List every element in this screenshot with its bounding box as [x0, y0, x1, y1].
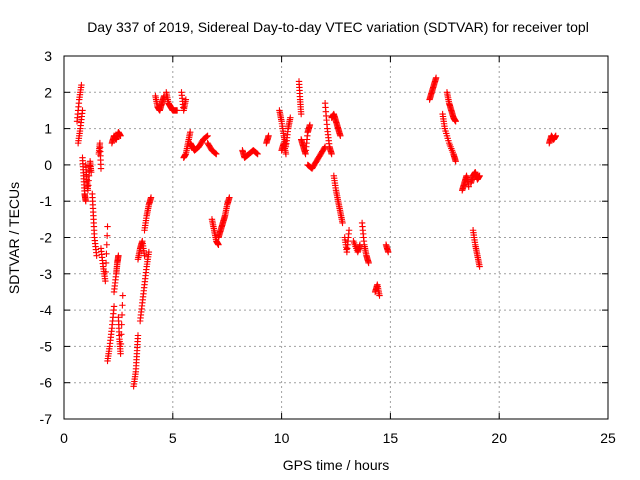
y-tick-label: 3	[44, 48, 52, 64]
data-point-marker	[297, 110, 305, 118]
data-point-marker	[118, 331, 125, 338]
data-point-marker	[376, 292, 383, 299]
x-tick-label: 25	[600, 430, 616, 446]
data-point-marker	[465, 183, 472, 190]
data-point-marker	[204, 132, 211, 140]
data-point-marker	[173, 107, 181, 114]
data-point-marker	[321, 144, 328, 152]
y-axis-label: SDTVAR / TECUs	[6, 182, 22, 294]
data-point-marker	[254, 150, 261, 158]
y-tick-label: -7	[40, 411, 53, 427]
data-point-marker	[119, 302, 126, 309]
data-point-marker	[102, 259, 110, 267]
data-point-marker	[102, 268, 109, 276]
data-point-marker	[110, 303, 118, 310]
y-tick-label: -6	[40, 375, 53, 391]
data-point-marker	[339, 219, 346, 227]
data-point-marker	[385, 248, 392, 256]
x-tick-label: 10	[274, 430, 290, 446]
data-point-marker	[328, 150, 335, 158]
y-tick-label: -4	[40, 302, 53, 318]
y-axis-ticks: -7 -6 -5 -4 -3 -2 -1 0 1 2 3	[40, 48, 608, 427]
data-point-marker	[182, 96, 190, 103]
data-point-marker	[265, 132, 272, 140]
data-point-marker	[287, 114, 294, 121]
data-point-marker	[187, 129, 194, 136]
data-point-marker	[306, 121, 314, 129]
x-tick-label: 5	[169, 430, 177, 446]
data-point-marker	[213, 150, 220, 158]
data-point-marker	[202, 133, 210, 141]
data-point-marker	[211, 149, 219, 156]
data-point-marker	[452, 158, 459, 165]
x-axis-ticks: 0 5 10 15 20 25	[60, 56, 616, 446]
x-tick-label: 20	[491, 430, 507, 446]
data-point-marker	[79, 107, 86, 114]
y-tick-label: 2	[44, 84, 52, 100]
x-axis-label: GPS time / hours	[283, 457, 390, 473]
data-point-marker	[119, 292, 126, 299]
y-tick-label: -1	[40, 193, 53, 209]
data-point-marker	[203, 133, 211, 140]
data-point-marker	[118, 311, 126, 319]
data-point-marker	[215, 241, 222, 248]
data-point-marker	[97, 165, 105, 172]
data-points	[73, 74, 559, 390]
x-tick-label: 15	[383, 430, 399, 446]
data-point-marker	[88, 168, 95, 176]
y-tick-label: -3	[40, 266, 53, 282]
x-tick-label: 0	[60, 430, 68, 446]
data-point-marker	[345, 227, 353, 234]
data-point-marker	[145, 248, 153, 256]
chart-title: Day 337 of 2019, Sidereal Day-to-day VTE…	[87, 19, 589, 35]
data-point-marker	[476, 172, 483, 179]
data-point-marker	[117, 350, 124, 357]
data-point-marker	[552, 132, 559, 140]
y-tick-label: 1	[44, 121, 52, 137]
y-tick-label: -5	[40, 338, 53, 354]
data-point-marker	[103, 241, 110, 248]
data-point-marker	[147, 194, 155, 201]
data-point-marker	[82, 198, 89, 205]
data-point-marker	[432, 74, 440, 81]
grid-lines	[64, 56, 608, 419]
data-point-marker	[78, 81, 85, 89]
data-point-marker	[253, 149, 260, 156]
y-tick-label: 0	[44, 157, 52, 173]
data-point-marker	[93, 252, 100, 259]
data-point-marker	[115, 252, 122, 259]
data-point-marker	[141, 252, 148, 259]
data-point-marker	[134, 332, 142, 339]
data-point-marker	[118, 321, 125, 328]
data-point-marker	[476, 263, 483, 270]
data-point-marker	[337, 132, 344, 140]
data-point-marker	[103, 250, 110, 258]
data-point-marker	[253, 150, 261, 157]
data-point-marker	[117, 340, 125, 348]
data-point-marker	[117, 132, 124, 140]
y-tick-label: -2	[40, 230, 53, 246]
data-point-marker	[226, 194, 233, 201]
data-point-marker	[365, 259, 372, 267]
data-point-marker	[282, 150, 290, 158]
data-point-marker	[104, 223, 111, 230]
data-point-marker	[212, 150, 219, 157]
data-point-marker	[103, 232, 111, 239]
data-point-marker	[102, 277, 109, 285]
data-point-marker	[452, 118, 459, 125]
